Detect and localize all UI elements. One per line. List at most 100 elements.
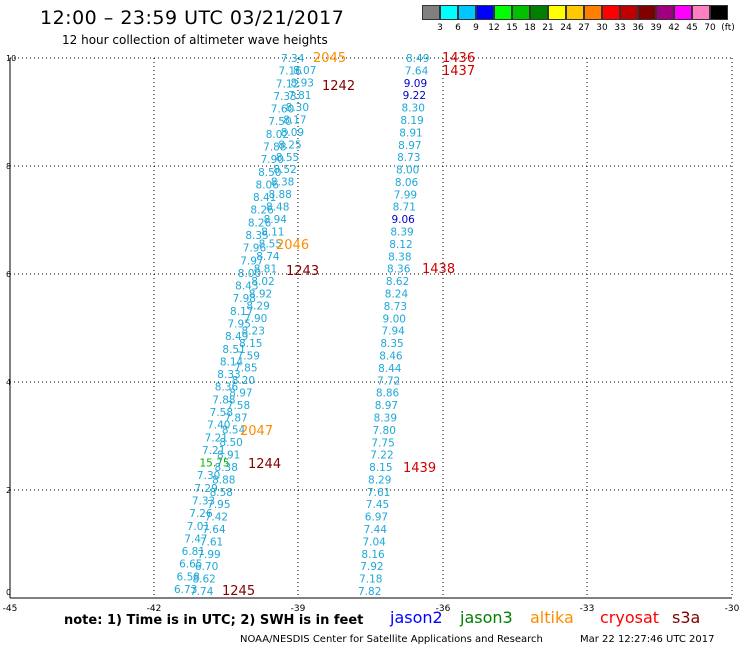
swh-reading: 8.62 xyxy=(386,276,409,288)
swh-reading: 7.58 xyxy=(210,407,233,419)
swh-reading: 7.44 xyxy=(364,524,388,536)
swh-reading: 8.29 xyxy=(368,474,391,486)
swh-reading: 7.92 xyxy=(360,561,383,573)
legend-label: 6 xyxy=(455,23,461,33)
legend-swatch xyxy=(692,5,710,20)
pass-id-label: 2046 xyxy=(276,238,309,253)
swh-reading: 8.94 xyxy=(264,214,288,226)
swh-reading: 7.33 xyxy=(273,91,296,103)
swh-reading: 8.24 xyxy=(385,289,409,301)
satellite-label-cryosat: cryosat xyxy=(600,608,660,627)
legend-label: 18 xyxy=(524,23,536,33)
pass-id-label: 2045 xyxy=(313,51,346,66)
legend-swatch xyxy=(440,5,458,20)
swh-reading: 8.06 xyxy=(256,179,280,191)
swh-reading: 8.02 xyxy=(266,129,289,141)
swh-reading: 6.97 xyxy=(365,512,388,524)
swh-reading: 7.74 xyxy=(190,586,214,598)
swh-reading: 8.11 xyxy=(261,226,284,238)
swh-reading: 7.94 xyxy=(381,326,405,338)
swh-reading: 8.20 xyxy=(232,375,255,387)
swh-reading: 9.00 xyxy=(383,313,406,325)
swh-reading: 8.02 xyxy=(251,276,274,288)
swh-reading: 8.36 xyxy=(215,382,239,394)
satellite-label-jason3: jason3 xyxy=(460,608,513,627)
legend-label: 70 xyxy=(704,23,716,33)
pass-id-label: 2047 xyxy=(240,424,273,439)
swh-reading: 7.98 xyxy=(233,293,256,305)
legend-swatch xyxy=(710,5,728,20)
swh-reading: 7.96 xyxy=(243,243,267,255)
legend-swatch xyxy=(566,5,584,20)
legend-label: 36 xyxy=(632,23,644,33)
swh-reading: 7.81 xyxy=(288,90,311,102)
swh-reading: 7.45 xyxy=(366,499,389,511)
swh-reading: 8.71 xyxy=(393,202,416,214)
swh-reading: 8.58 xyxy=(210,487,233,499)
swh-reading: 7.99 xyxy=(197,549,220,561)
swh-reading: 8.44 xyxy=(378,363,402,375)
swh-reading: 8.39 xyxy=(374,412,397,424)
y-tick-label: 10 xyxy=(6,54,16,63)
swh-reading: 7.16 xyxy=(278,66,302,78)
swh-reading: 7.85 xyxy=(234,363,257,375)
swh-reading: 8.81 xyxy=(254,263,277,275)
swh-reading: 7.33 xyxy=(192,496,215,508)
swh-reading: 8.49 xyxy=(406,53,429,65)
swh-reading: 8.93 xyxy=(291,77,314,89)
satellite-label-altika: altika xyxy=(530,608,574,627)
y-tick-label: 2 xyxy=(6,486,11,495)
swh-reading: 8.17 xyxy=(230,306,253,318)
swh-reading: 8.50 xyxy=(219,437,242,449)
swh-reading: 8.23 xyxy=(242,326,265,338)
swh-reading: 8.00 xyxy=(238,268,261,280)
swh-reading: 8.15 xyxy=(369,462,392,474)
swh-reading: 8.38 xyxy=(271,177,294,189)
swh-reading: 8.06 xyxy=(395,177,419,189)
legend-label: 42 xyxy=(668,23,680,33)
swh-reading: 8.07 xyxy=(293,65,316,77)
swh-reading: 8.91 xyxy=(217,450,240,462)
x-tick-label: -36 xyxy=(436,604,451,614)
swh-reading: 8.16 xyxy=(361,549,385,561)
swh-reading: 8.36 xyxy=(387,264,411,276)
x-tick-label: -42 xyxy=(147,604,162,614)
swh-reading: 8.74 xyxy=(256,251,280,263)
swh-reading: 7.42 xyxy=(205,512,228,524)
swh-reading: 8.48 xyxy=(266,201,289,213)
swh-reading: 7.64 xyxy=(202,524,226,536)
swh-reading: 8.41 xyxy=(253,192,276,204)
swh-reading: 7.61 xyxy=(367,487,390,499)
swh-reading: 7.21 xyxy=(205,432,228,444)
swh-reading: 8.97 xyxy=(398,140,421,152)
swh-reading: 7.29 xyxy=(194,483,217,495)
y-tick-label: 0 xyxy=(6,588,11,597)
swh-reading: 8.51 xyxy=(222,344,245,356)
swh-reading: 7.04 xyxy=(362,536,386,548)
swh-reading: 9.09 xyxy=(404,78,427,90)
pass-id-label: 1437 xyxy=(442,64,475,79)
swh-reading: 8.97 xyxy=(229,388,252,400)
swh-reading: 8.46 xyxy=(379,350,403,362)
swh-reading: 8.33 xyxy=(217,369,240,381)
swh-reading: 8.15 xyxy=(239,338,262,350)
legend-label: 39 xyxy=(650,23,662,33)
pass-id-label: 1243 xyxy=(286,264,319,279)
legend-label: 3 xyxy=(437,23,443,33)
swh-reading: 7.82 xyxy=(358,586,381,598)
chart-subtitle: 12 hour collection of altimeter wave hei… xyxy=(62,33,328,47)
swh-reading: 8.55 xyxy=(276,152,299,164)
legend-label: (ft) xyxy=(721,23,735,33)
legend-label: 24 xyxy=(560,23,572,33)
swh-reading: 7.12 xyxy=(276,78,299,90)
y-tick-label: 6 xyxy=(6,270,11,279)
pass-id-label: 1242 xyxy=(322,79,355,94)
legend-swatch xyxy=(584,5,602,20)
legend-swatch xyxy=(638,5,656,20)
swh-reading: 8.43 xyxy=(235,281,258,293)
swh-reading: 7.26 xyxy=(189,508,213,520)
legend-swatch xyxy=(422,5,440,20)
swh-reading: 6.58 xyxy=(177,571,200,583)
legend-swatch xyxy=(476,5,494,20)
swh-reading: 8.38 xyxy=(215,462,238,474)
